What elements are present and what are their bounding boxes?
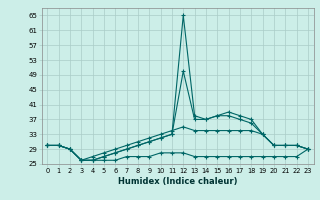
X-axis label: Humidex (Indice chaleur): Humidex (Indice chaleur) — [118, 177, 237, 186]
